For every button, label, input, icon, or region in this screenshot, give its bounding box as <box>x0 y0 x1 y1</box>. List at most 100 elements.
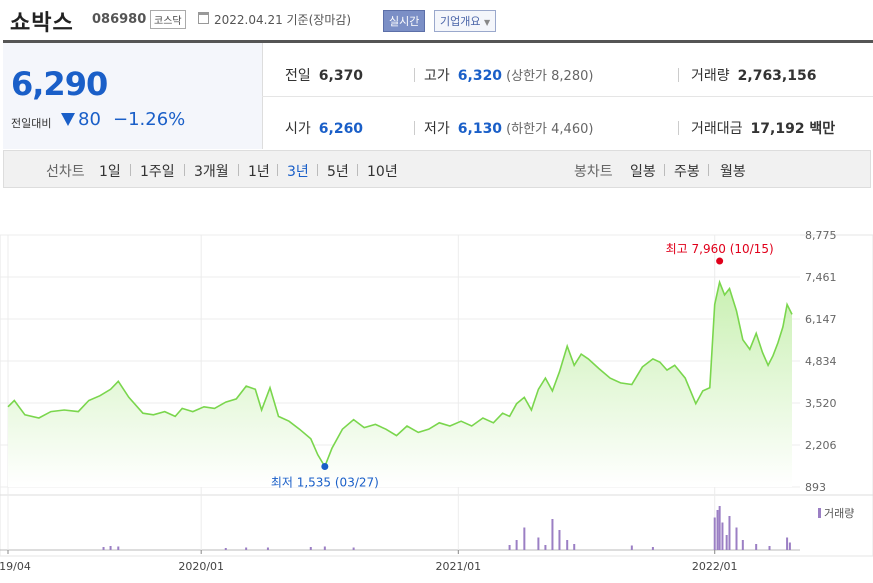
volume-bar <box>558 530 561 550</box>
divider <box>317 164 318 176</box>
volume-bar <box>508 545 511 550</box>
prev-close-label: 전일 <box>285 68 311 84</box>
volume-bar <box>523 527 526 550</box>
period-3y[interactable]: 3년 <box>287 164 309 180</box>
amount-value: 17,192 백만 <box>750 121 836 137</box>
prev-close-value: 6,370 <box>318 68 364 84</box>
x-tick-label: 2019/04 <box>0 560 31 573</box>
volume-bar <box>788 542 791 550</box>
low-marker <box>321 462 329 470</box>
open-label: 시가 <box>285 121 311 137</box>
candle-monthly[interactable]: 월봉 <box>720 164 746 180</box>
company-overview-button[interactable]: 기업개요 ▼ <box>434 10 497 32</box>
current-price: 6,290 <box>11 65 108 103</box>
y-tick-label: 3,520 <box>805 397 837 410</box>
price-area <box>8 282 792 487</box>
volume-bar <box>566 540 569 550</box>
date-text: 2022.04.21 기준(장마감) <box>214 13 352 27</box>
volume-bar <box>786 537 789 550</box>
volume-bar <box>755 544 758 550</box>
divider <box>238 164 239 176</box>
company-overview-label: 기업개요 <box>440 15 481 28</box>
volume-value: 2,763,156 <box>737 68 817 84</box>
volume-bar <box>741 540 744 550</box>
down-arrow-icon <box>61 113 75 126</box>
volume-bar <box>102 547 105 550</box>
market-badge: 코스닥 <box>150 10 186 29</box>
divider <box>130 164 131 176</box>
period-3m[interactable]: 3개월 <box>194 164 229 180</box>
divider <box>708 164 709 176</box>
realtime-button[interactable]: 실시간 <box>383 10 426 32</box>
x-tick-label: 2022/01 <box>692 560 738 573</box>
volume-bar <box>716 510 719 550</box>
open-price: 시가 6,260 <box>285 118 363 138</box>
volume-bar <box>713 517 716 550</box>
change-percent: −1.26% <box>113 109 186 130</box>
volume-bar <box>721 522 724 550</box>
amount-label: 거래대금 <box>691 121 743 137</box>
change-value: 80 <box>78 109 101 130</box>
volume-bar <box>109 546 112 550</box>
volume-bar <box>735 527 738 550</box>
change-label: 전일대비 <box>11 117 52 130</box>
divider <box>277 164 278 176</box>
price-line <box>7 279 793 469</box>
volume-bar <box>537 537 540 550</box>
row-divider <box>262 96 873 97</box>
y-tick-label: 8,775 <box>805 229 837 242</box>
candle-daily[interactable]: 일봉 <box>630 164 656 180</box>
volume-bar <box>323 546 326 550</box>
stock-code: 086980 <box>92 12 147 27</box>
volume-bar <box>728 516 731 550</box>
period-1y[interactable]: 1년 <box>248 164 270 180</box>
volume-bar <box>651 547 654 550</box>
period-5y[interactable]: 5년 <box>327 164 349 180</box>
volume-bar <box>117 546 120 550</box>
stock-header: 쇼박스 086980 코스닥 2022.04.21 기준(장마감) 실시간 기업… <box>0 0 873 40</box>
volume-bar <box>544 545 547 550</box>
period-1w[interactable]: 1주일 <box>140 164 175 180</box>
volume-bar <box>245 547 248 550</box>
volume-bar <box>725 535 728 550</box>
low-label: 저가 <box>424 121 450 137</box>
y-tick-label: 893 <box>805 481 826 494</box>
lower-limit: (하한가 4,460) <box>506 122 594 137</box>
volume-bar <box>551 519 554 550</box>
stock-name: 쇼박스 <box>10 11 74 36</box>
divider <box>678 68 679 82</box>
candle-weekly[interactable]: 주봉 <box>674 164 700 180</box>
divider <box>184 164 185 176</box>
price-chart: 8,775 7,461 6,147 4,834 3,520 2,206 893 최고 7,9… <box>0 229 873 573</box>
high-label: 고가 <box>424 68 450 84</box>
volume-bar <box>573 544 576 550</box>
divider <box>414 68 415 82</box>
high-marker <box>716 257 724 265</box>
price-summary: 6,290 전일대비 80 −1.26% 전일 6,370 고가 6,320 (상한가… <box>3 40 873 152</box>
y-tick-label: 6,147 <box>805 313 837 326</box>
volume-bar <box>309 547 312 550</box>
period-bar: 선차트 1일 1주일 3개월 1년 3년 5년 10년 봉차트 일봉 주봉 월봉 <box>3 150 871 188</box>
volume-legend: 거래량 <box>818 507 854 520</box>
volume-bar <box>768 546 771 550</box>
volume-legend-swatch <box>818 508 821 518</box>
high-value: 6,320 <box>457 68 503 84</box>
period-1d[interactable]: 1일 <box>99 164 121 180</box>
x-tick-label: 2020/01 <box>178 560 224 573</box>
x-axis-ticks: 2019/04 2020/01 2021/01 2022/01 <box>0 550 738 573</box>
price-box: 6,290 전일대비 80 −1.26% <box>3 43 263 149</box>
volume: 거래량 2,763,156 <box>691 65 816 85</box>
period-10y[interactable]: 10년 <box>367 164 398 180</box>
volume-bar <box>224 548 227 550</box>
volume-bar <box>718 506 721 550</box>
chart-annotations: 최고 7,960 (10/15) 최저 1,535 (03/27) <box>271 242 774 489</box>
prev-close: 전일 6,370 <box>285 65 363 85</box>
calendar-icon <box>198 12 209 24</box>
volume-bar <box>352 547 355 550</box>
volume-legend-label: 거래량 <box>824 507 854 520</box>
candle-chart-label: 봉차트 <box>574 164 613 180</box>
high-price: 고가 6,320 (상한가 8,280) <box>424 65 593 85</box>
low-price: 저가 6,130 (하한가 4,460) <box>424 118 593 138</box>
low-value: 6,130 <box>457 121 503 137</box>
volume-bar <box>515 540 518 550</box>
